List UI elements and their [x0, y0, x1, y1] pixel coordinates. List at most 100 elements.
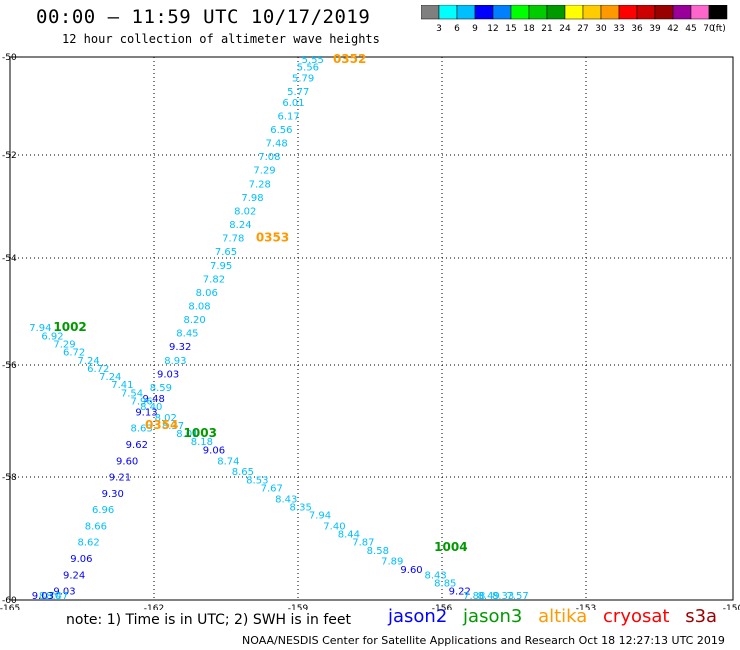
wave-height-reading: 7.78 [222, 234, 244, 245]
wave-height-reading: 8.40 [140, 402, 162, 413]
wave-height-reading: 7.29 [53, 340, 75, 351]
altimeter-map: -165 -162 -159 -156 -153 -150 -50 -52 -54 -56 -58 -… [0, 52, 740, 610]
wave-height-reading: 6.56 [270, 125, 292, 136]
y-tick-label: -50 [2, 53, 17, 63]
wave-height-reading: 8.01 [176, 429, 198, 440]
wave-height-reading: 7.24 [77, 356, 99, 367]
wave-height-reading: 5.55 [302, 55, 324, 66]
wave-height-reading: 7.95 [210, 261, 232, 272]
wave-height-reading: 9.48 [143, 394, 165, 405]
colorbar-label: 30 [595, 24, 607, 34]
wave-height-reading: 9.60 [400, 565, 422, 576]
wave-height-reading: 7.28 [249, 179, 271, 190]
x-tick-label: -153 [576, 604, 596, 610]
wave-height-reading: 7.88 [463, 591, 485, 602]
wave-height-reading: 8.65 [232, 467, 254, 478]
track-time-label: 1002 [53, 320, 86, 334]
wave-height-reading: 8.43 [275, 494, 297, 505]
wave-height-reading: 7.54 [121, 388, 143, 399]
colorbar-label: 9 [472, 24, 478, 34]
footer-note: note: 1) Time is in UTC; 2) SWH is in fe… [66, 612, 352, 628]
track-time-label: 0353 [256, 231, 289, 245]
wave-height-reading: 6.72 [63, 348, 85, 359]
wave-height-reading: 7.87 [352, 538, 374, 549]
track-time-label: 1004 [434, 540, 467, 554]
chart-title: 00:00 – 11:59 UTC 10/17/2019 [36, 6, 371, 28]
wave-height-reading: 7.41 [111, 380, 133, 391]
legend-cryosat: cryosat [603, 606, 670, 627]
colorbar-label: 12 [487, 24, 498, 34]
wave-height-reading: 7.24 [99, 372, 121, 383]
colorbar-label: 24 [559, 24, 571, 34]
colorbar-label: 21 [541, 24, 552, 34]
wave-height-reading: 9.60 [116, 456, 138, 467]
wave-height-reading: 8.49 [478, 591, 500, 602]
y-tick-label: -56 [2, 361, 17, 371]
wave-height-reading: 7.29 [253, 166, 275, 177]
wave-height-reading: 9.24 [63, 570, 85, 581]
wave-height-reading: 9.22 [449, 587, 471, 598]
colorbar-label: 15 [505, 24, 516, 34]
wave-height-reading: 8.18 [191, 437, 213, 448]
wave-height-reading: 9.06 [70, 554, 92, 565]
colorbar-label: 70 [703, 24, 715, 34]
satellite-legend: jason2 jason3 altika cryosat s3a [388, 606, 727, 627]
colorbar-label: 3 [436, 24, 442, 34]
y-tick-label: -60 [2, 596, 17, 606]
wave-height-reading: 8.58 [367, 546, 389, 557]
wave-height-reading: 7.94 [309, 511, 331, 522]
wave-height-reading: 6.17 [278, 111, 300, 122]
wave-height-reading: 7.08 [258, 152, 280, 163]
wave-height-reading: 7.96 [131, 397, 153, 408]
wave-height-reading: 7.98 [241, 193, 263, 204]
wave-height-reading: 7.40 [323, 521, 345, 532]
wave-height-reading: 5.77 [287, 87, 309, 98]
x-tick-label: -159 [288, 604, 309, 610]
wave-height-reading: 8.93 [164, 356, 186, 367]
track-time-label: 0354 [145, 418, 178, 432]
wave-height-reading: 6.01 [282, 98, 304, 109]
wave-height-reading: 8.02 [155, 413, 177, 424]
chart-subtitle: 12 hour collection of altimeter wave hei… [62, 32, 380, 46]
credit-line: NOAA/NESDIS Center for Satellite Applica… [242, 634, 725, 647]
wave-height-reading: 8.59 [150, 383, 172, 394]
wave-height-reading: 9.03 [32, 591, 54, 602]
colorbar-label: 33 [613, 24, 624, 34]
track-time-label: 1003 [184, 426, 217, 440]
wave-height-reading: 8.24 [229, 220, 251, 231]
y-tick-label: -54 [2, 254, 17, 264]
wave-height-reading: 7.89 [381, 557, 403, 568]
wave-height-reading: 9.03 [157, 369, 179, 380]
wave-height-reading: 6.92 [41, 331, 63, 342]
wave-height-reading: 8.70 [39, 591, 61, 602]
wave-height-reading: 8.62 [77, 538, 99, 549]
wave-height-reading: 7.82 [203, 274, 225, 285]
track-time-label: 0352 [333, 52, 366, 66]
colorbar-label: 6 [454, 24, 460, 34]
wave-height-reading: 5.56 [297, 63, 319, 74]
colorbar-unit: (ft) [712, 24, 726, 34]
wave-height-reading: 7.65 [215, 247, 237, 258]
wave-height-reading: 9.03 [53, 587, 75, 598]
wave-height-reading: 8.06 [196, 288, 218, 299]
wave-height-reading: 8.53 [246, 475, 268, 486]
wave-height-reading: 8.63 [131, 424, 153, 435]
wave-height-reading: 9.06 [203, 445, 225, 456]
wave-height-reading: 8.08 [188, 301, 210, 312]
wave-height-reading: 9.13 [135, 407, 157, 418]
colorbar-label: 18 [523, 24, 535, 34]
legend-jason3: jason3 [463, 606, 523, 627]
wave-height-reading: 7.57 [506, 591, 528, 602]
wave-height-reading: 9.32 [169, 342, 191, 353]
wave-height-reading: 8.33 [492, 591, 514, 602]
wave-height-reading: 8.66 [85, 521, 107, 532]
colorbar-label: 36 [631, 24, 643, 34]
wave-height-reading: 9.62 [126, 440, 148, 451]
y-tick-label: -52 [2, 151, 17, 161]
wave-height-reading: 8.37 [162, 421, 184, 432]
wave-height-reading: 6.72 [87, 364, 109, 375]
x-tick-label: -150 [723, 604, 740, 610]
legend-altika: altika [538, 606, 588, 627]
colorbar-label: 45 [685, 24, 696, 34]
wave-height-reading: 8.44 [338, 530, 360, 541]
